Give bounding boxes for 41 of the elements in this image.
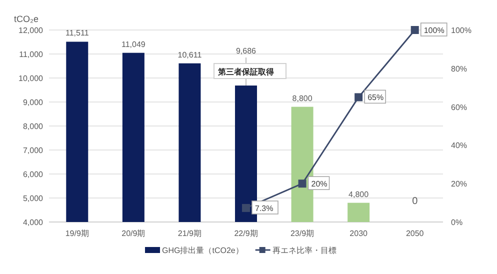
data-label: 7.3% [255, 204, 274, 213]
y-tick-label: 6,000 [22, 170, 44, 179]
x-tick-label: 2030 [350, 229, 368, 238]
point [242, 204, 250, 212]
y-tick-label: 4,000 [22, 218, 44, 227]
y-tick-label: 9,000 [22, 98, 44, 107]
data-label: 100% [424, 26, 444, 35]
y2-tick-label: 60% [451, 102, 468, 112]
x-tick-label: 19/9期 [65, 229, 89, 238]
y2-tick-label: 0% [451, 218, 463, 227]
y-tick-label: 12,000 [18, 26, 44, 35]
text: 0 [412, 196, 418, 207]
x-tick-label: 2050 [406, 229, 424, 238]
data-label: 11,049 [121, 40, 146, 49]
y-tick-label: 10,000 [18, 74, 44, 83]
y-tick-label: 5,000 [22, 194, 44, 203]
x-tick-label: 21/9期 [178, 229, 202, 238]
data-label: 20% [311, 180, 328, 189]
y-axis-title: tCO₂e [14, 14, 38, 24]
y2-tick-label: 100% [451, 26, 472, 35]
x-tick-label: 23/9期 [290, 229, 314, 238]
point [410, 26, 419, 34]
point [298, 180, 306, 188]
y2-tick-label: 20% [451, 180, 468, 189]
y-tick-label: 7,000 [22, 146, 44, 155]
point [354, 93, 363, 102]
x-tick-label: 22/9期 [234, 229, 258, 238]
legend-label: 再エネ比率・目標 [272, 246, 336, 255]
data-label: 10,611 [178, 50, 202, 60]
data-label: 9,686 [236, 46, 257, 56]
y2-tick-label: 40% [451, 141, 468, 150]
y-tick-label: 11,000 [19, 50, 44, 59]
data-label: 8,800 [292, 94, 313, 103]
y-tick-label: 8,000 [22, 122, 44, 131]
annotation: 第三者保証取得 [217, 68, 274, 77]
data-label: 65% [368, 93, 384, 102]
x-tick-label: 20/9期 [122, 229, 146, 238]
legend-label: GHG排出量（tCO2e） [162, 246, 244, 255]
data-label: 4,800 [348, 190, 370, 199]
y2-tick-label: 80% [451, 64, 468, 74]
data-label: 11,511 [66, 28, 90, 38]
